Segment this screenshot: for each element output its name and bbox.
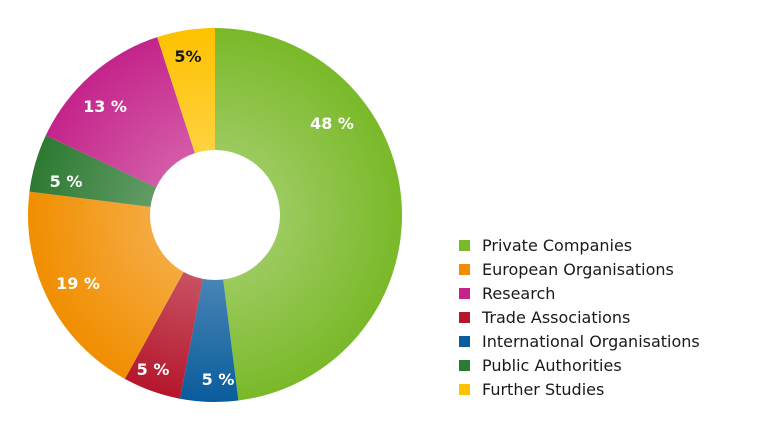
data-label: 5% [174, 47, 201, 66]
legend-swatch [459, 239, 470, 251]
data-label: 19 % [56, 274, 100, 293]
slice-highlight [45, 37, 195, 188]
data-label: 5 % [137, 360, 170, 379]
legend-label: Research [482, 283, 556, 303]
legend-item: Research [459, 281, 700, 305]
data-label: 48 % [310, 114, 354, 133]
legend: Private Companies European Organisations… [459, 233, 700, 401]
legend-item: Public Authorities [459, 353, 700, 377]
legend-swatch [459, 287, 470, 299]
legend-swatch [459, 383, 470, 395]
legend-label: Private Companies [482, 235, 633, 255]
legend-item: Trade Associations [459, 305, 700, 329]
legend-item: Private Companies [459, 233, 700, 257]
data-label: 13 % [83, 97, 127, 116]
slice-highlight [215, 28, 403, 401]
legend-label: Public Authorities [482, 355, 622, 375]
data-label: 5 % [50, 172, 83, 191]
legend-swatch [459, 263, 470, 275]
slice-highlight [27, 191, 184, 379]
legend-swatch [459, 311, 470, 323]
slice-highlight [124, 271, 203, 399]
data-label: 5 % [202, 370, 235, 389]
legend-label: International Organisations [482, 331, 700, 351]
legend-item: Further Studies [459, 377, 700, 401]
legend-item: European Organisations [459, 257, 700, 281]
slice-highlight [29, 135, 157, 207]
slice-highlight [179, 278, 239, 402]
legend-label: European Organisations [482, 259, 674, 279]
legend-swatch [459, 335, 470, 347]
legend-label: Further Studies [482, 379, 605, 399]
legend-swatch [459, 359, 470, 371]
legend-item: International Organisations [459, 329, 700, 353]
slice-highlight [157, 28, 215, 154]
legend-label: Trade Associations [482, 307, 631, 327]
